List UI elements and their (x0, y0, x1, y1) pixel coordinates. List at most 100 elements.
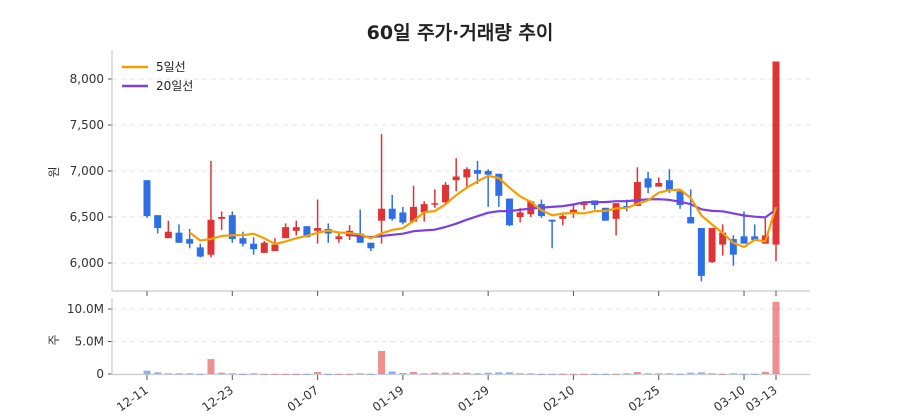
candle-body (250, 243, 258, 250)
price-tick-label: 7,500 (70, 118, 104, 132)
x-tick-label: 12-11 (114, 383, 151, 414)
volume-bar (207, 359, 215, 374)
ma5-line (188, 174, 778, 249)
volume-bar (250, 373, 258, 375)
ma20-line (349, 198, 777, 239)
candle-body (196, 247, 204, 257)
candle-body (569, 209, 577, 213)
volume-bar (559, 373, 567, 375)
volume-bar (687, 372, 695, 374)
volume-bar (495, 372, 503, 374)
candle-body (729, 239, 737, 255)
volume-bar (591, 373, 599, 375)
volume-bar (697, 372, 705, 374)
volume-bar (708, 373, 716, 375)
candle-body (772, 61, 780, 245)
candle-body (740, 236, 748, 244)
candle-body (314, 228, 322, 231)
candle-body (175, 232, 183, 243)
volume-bar (388, 371, 396, 374)
volume-bar (644, 373, 652, 375)
volume-bar (655, 373, 663, 375)
candle-body (644, 178, 652, 188)
candle-body (633, 182, 641, 206)
volume-bar (740, 373, 748, 375)
volume-bar (601, 373, 609, 375)
volume-bar (378, 350, 386, 374)
candle-body (580, 203, 588, 206)
volume-bar (399, 373, 407, 374)
candle-body (612, 203, 620, 219)
candle-body (719, 232, 727, 245)
candle-body (218, 217, 226, 219)
volume-bar (729, 373, 737, 375)
volume-bar (175, 373, 183, 375)
candles (143, 61, 780, 282)
volume-bar (228, 373, 236, 375)
volume-bar (442, 372, 450, 374)
axes (108, 50, 810, 380)
volume-bar (719, 373, 727, 375)
volume-bar (569, 373, 577, 375)
candle-body (186, 239, 194, 244)
price-axis-title: 원 (47, 166, 61, 177)
candle-body (463, 169, 471, 178)
price-tick-label: 8,000 (70, 72, 104, 86)
volume-bar (324, 373, 332, 375)
candle-body (559, 216, 567, 219)
volume-bar (143, 370, 151, 374)
volume-axis-title: 주 (47, 334, 61, 345)
candle-body (367, 242, 375, 249)
candle-body (410, 206, 418, 222)
volume-bar (431, 372, 439, 374)
volume-bar (260, 373, 268, 375)
volume-bar (410, 372, 418, 374)
volume-tick-label: 10.0M (67, 302, 104, 316)
candle-body (708, 228, 716, 263)
candle-body (356, 233, 364, 243)
candle-body (271, 244, 279, 252)
volume-bar (282, 373, 290, 375)
x-tick-label: 01-07 (285, 383, 322, 414)
candle-body (154, 215, 162, 229)
volume-bar (314, 372, 322, 374)
volume-bar (537, 373, 545, 375)
candle-body (442, 184, 450, 203)
candle-body (399, 212, 407, 223)
volume-bar (303, 373, 311, 375)
volume-bar (463, 372, 471, 374)
candle-body (239, 238, 247, 244)
volume-bar (196, 373, 204, 375)
volume-bars (143, 301, 780, 375)
candle-body (303, 226, 311, 238)
x-tick-label: 03-13 (743, 383, 780, 414)
volume-tick-label: 5.0M (75, 335, 104, 349)
price-tick-label: 7,000 (70, 164, 104, 178)
candle-body (207, 219, 215, 255)
candle-body (676, 191, 684, 206)
x-tick-label: 12-23 (199, 383, 236, 414)
volume-bar (633, 372, 641, 374)
volume-bar (356, 373, 364, 375)
price-tick-label: 6,000 (70, 256, 104, 270)
volume-bar (186, 373, 194, 375)
candle-body (655, 182, 663, 187)
candle-body (687, 217, 695, 224)
legend-ma5-label: 5일선 (156, 60, 186, 74)
x-tick-label: 01-19 (370, 383, 407, 414)
legend-ma20-label: 20일선 (156, 79, 193, 93)
x-tick-label: 02-10 (541, 383, 578, 414)
moving-averages (188, 174, 778, 249)
volume-bar (527, 373, 535, 375)
candle-body (495, 173, 503, 196)
candle-body (378, 208, 386, 221)
axis-labels: 6,000 6,500 7,000 7,500 8,000 0 5.0M 10.0M 12-11… (67, 72, 780, 414)
x-tick-label: 01-29 (455, 383, 492, 414)
candle-body (751, 236, 759, 240)
volume-bar (484, 372, 492, 374)
volume-bar (239, 373, 247, 375)
volume-bar (367, 373, 375, 375)
candle-body (143, 180, 151, 217)
volume-tick-label: 0 (96, 367, 104, 381)
candle-body (548, 219, 556, 222)
